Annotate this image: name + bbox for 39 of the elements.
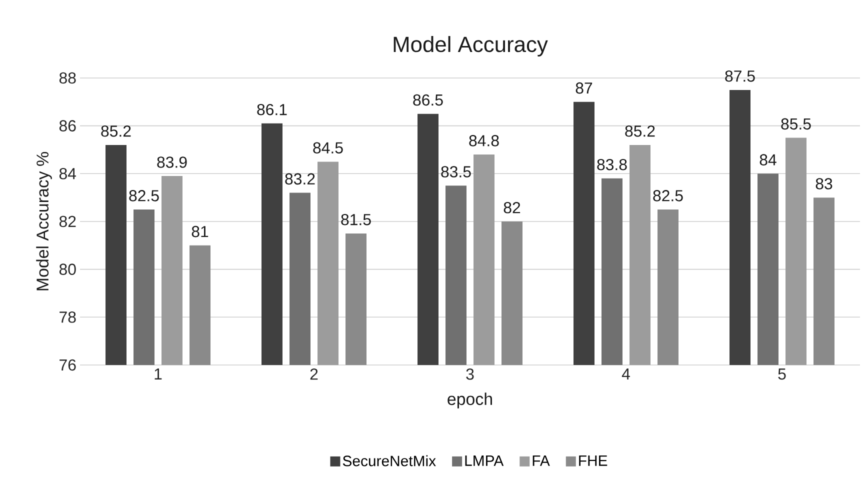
data-label: 85.2	[625, 125, 655, 137]
y-tick-label: 84	[59, 168, 76, 180]
data-label: 87	[576, 82, 592, 94]
legend-label: SecureNetMix	[342, 455, 436, 466]
x-tick-label: 4	[622, 368, 630, 380]
x-tick-label: 1	[154, 368, 162, 380]
data-label: 86.5	[413, 94, 443, 106]
legend-label: FHE	[579, 456, 608, 466]
y-tick-label: 78	[60, 312, 76, 323]
data-label: 83.8	[597, 158, 627, 170]
data-label: 84	[760, 154, 776, 166]
data-label: 84.5	[313, 142, 343, 154]
y-tick-label: 80	[59, 264, 76, 275]
x-tick-label: 2	[310, 368, 318, 380]
data-label: 87.5	[725, 70, 755, 82]
data-label: 83.2	[285, 173, 315, 185]
legend-label: LMPA	[465, 456, 504, 466]
data-label: 82.5	[129, 190, 159, 202]
data-label: 83.9	[157, 156, 187, 168]
y-tick-label: 76	[60, 359, 76, 371]
y-tick-label: 86	[59, 120, 76, 132]
data-label: 81	[192, 226, 208, 238]
data-label: 82.5	[653, 190, 683, 202]
data-label: 84.8	[469, 135, 499, 146]
y-axis-title: Model Accuracy %	[36, 152, 52, 290]
data-label: 86.1	[257, 104, 287, 116]
data-label: 82	[504, 202, 520, 214]
chart-title: Model Accuracy	[394, 36, 548, 56]
data-label: 81.5	[341, 214, 371, 226]
data-label: 83.5	[441, 166, 471, 178]
y-tick-label: 88	[59, 72, 76, 84]
data-label: 85.2	[101, 125, 131, 137]
legend-label: FA	[532, 456, 550, 466]
data-label: 85.5	[781, 118, 811, 130]
x-axis-title: epoch	[448, 392, 492, 408]
y-tick-label: 82	[59, 216, 76, 228]
x-tick-label: 3	[466, 368, 474, 380]
data-label: 83	[816, 178, 832, 190]
x-tick-label: 5	[778, 368, 786, 380]
